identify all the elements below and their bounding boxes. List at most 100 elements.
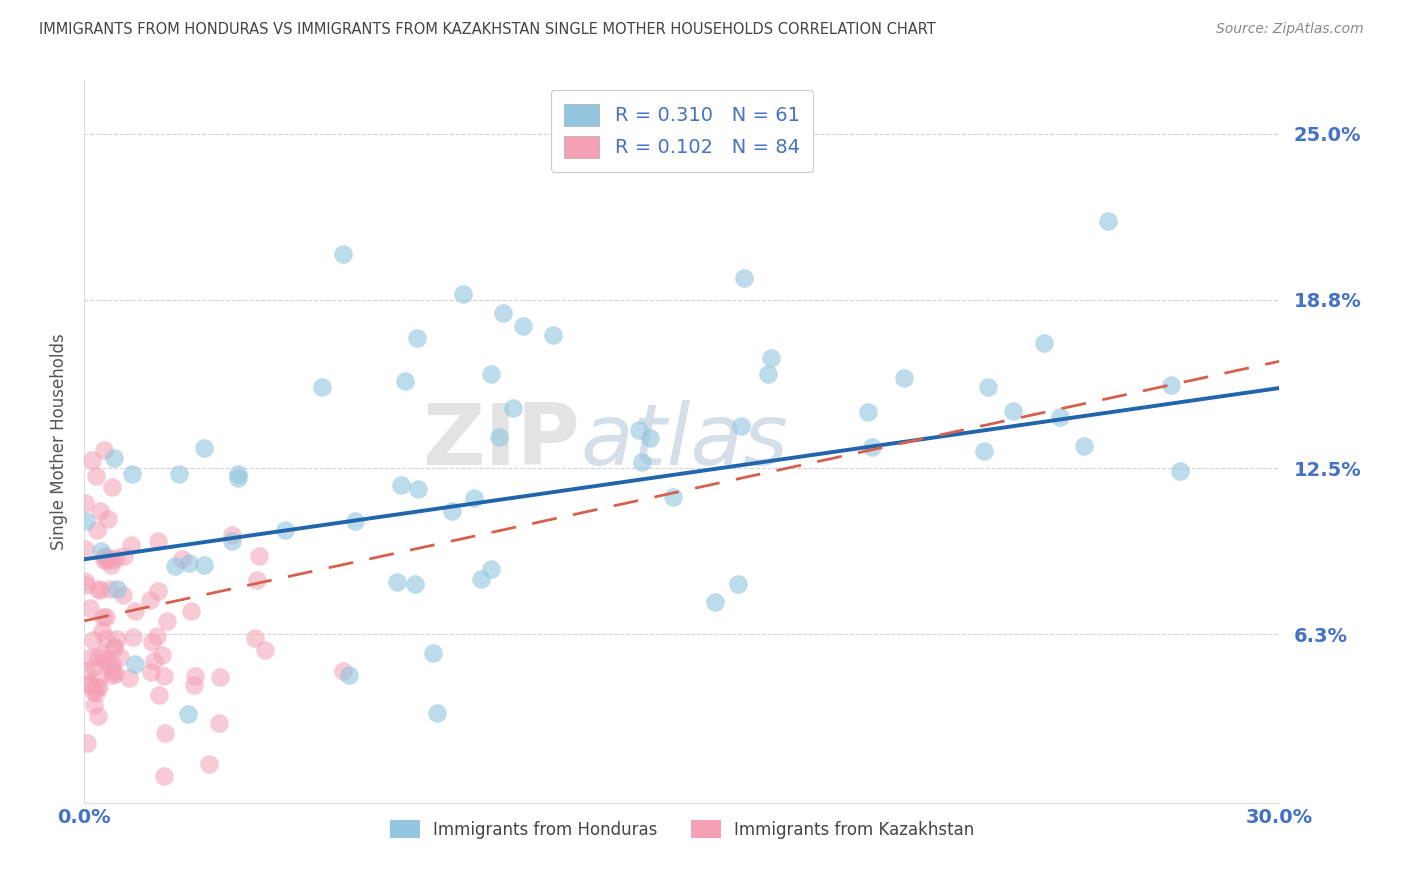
Point (893, 371, 915, 385)
Point (101, 480, 124, 494)
Point (120, 538, 142, 552)
Point (451, 287, 474, 301)
Point (86, 582, 108, 596)
Point (152, 769, 174, 783)
Point (463, 491, 485, 506)
Point (180, 604, 202, 618)
Text: Source: ZipAtlas.com: Source: ZipAtlas.com (1216, 22, 1364, 37)
Point (91, 647, 114, 661)
Point (93, 553, 115, 567)
Point (146, 629, 169, 643)
Point (273, 524, 295, 538)
Point (104, 667, 127, 681)
Point (247, 549, 270, 564)
Point (1160, 378, 1182, 392)
Point (541, 327, 564, 342)
Point (89, 672, 111, 686)
Point (177, 706, 200, 721)
Point (103, 641, 125, 656)
Point (337, 668, 360, 682)
Point (91, 609, 114, 624)
Point (93, 549, 115, 563)
Point (153, 669, 176, 683)
Point (98, 582, 121, 596)
Point (727, 577, 749, 591)
Point (146, 583, 169, 598)
Point (150, 648, 173, 663)
Text: ZIP: ZIP (423, 400, 581, 483)
Point (79, 601, 101, 615)
Point (628, 424, 651, 438)
Point (422, 646, 444, 660)
Point (1033, 335, 1056, 350)
Point (118, 671, 141, 685)
Point (502, 401, 524, 415)
Point (124, 604, 146, 618)
Point (148, 689, 170, 703)
Point (1097, 213, 1119, 227)
Point (170, 552, 193, 566)
Point (332, 664, 354, 678)
Point (101, 657, 124, 672)
Point (141, 635, 163, 649)
Point (759, 351, 782, 365)
Point (89, 504, 111, 518)
Point (139, 593, 162, 607)
Point (479, 367, 502, 381)
Point (148, 533, 170, 548)
Point (75, 542, 97, 557)
Point (86, 523, 108, 537)
Point (112, 549, 135, 563)
Point (73, 496, 96, 510)
Point (198, 757, 221, 772)
Point (1168, 464, 1191, 478)
Point (163, 559, 186, 574)
Point (82, 633, 104, 648)
Point (105, 582, 128, 596)
Point (640, 431, 662, 445)
Point (105, 551, 128, 566)
Point (389, 478, 412, 492)
Point (84, 686, 107, 700)
Point (973, 443, 995, 458)
Point (756, 368, 779, 382)
Point (105, 632, 128, 646)
Point (93, 653, 115, 667)
Point (184, 669, 207, 683)
Point (208, 716, 231, 731)
Point (75, 514, 97, 528)
Text: IMMIGRANTS FROM HONDURAS VS IMMIGRANTS FROM KAZAKHSTAN SINGLE MOTHER HOUSEHOLDS : IMMIGRANTS FROM HONDURAS VS IMMIGRANTS F… (39, 22, 936, 37)
Point (103, 639, 125, 653)
Point (243, 631, 266, 645)
Point (209, 670, 232, 684)
Point (858, 404, 880, 418)
Point (394, 374, 416, 388)
Point (193, 441, 215, 455)
Point (93, 442, 115, 457)
Point (426, 706, 449, 721)
Point (183, 678, 205, 692)
Point (512, 319, 534, 334)
Point (470, 572, 492, 586)
Point (96, 550, 118, 565)
Point (97, 512, 120, 526)
Point (662, 490, 685, 504)
Point (167, 467, 190, 481)
Point (124, 657, 146, 671)
Point (108, 649, 131, 664)
Point (733, 271, 755, 285)
Point (143, 654, 166, 668)
Point (103, 665, 125, 679)
Point (101, 553, 124, 567)
Point (1073, 439, 1095, 453)
Point (96, 552, 118, 566)
Point (103, 450, 125, 465)
Point (91, 624, 114, 638)
Point (406, 482, 429, 496)
Point (82, 683, 104, 698)
Point (193, 558, 215, 572)
Point (87, 681, 110, 695)
Point (488, 430, 510, 444)
Point (86, 709, 108, 723)
Point (121, 467, 143, 481)
